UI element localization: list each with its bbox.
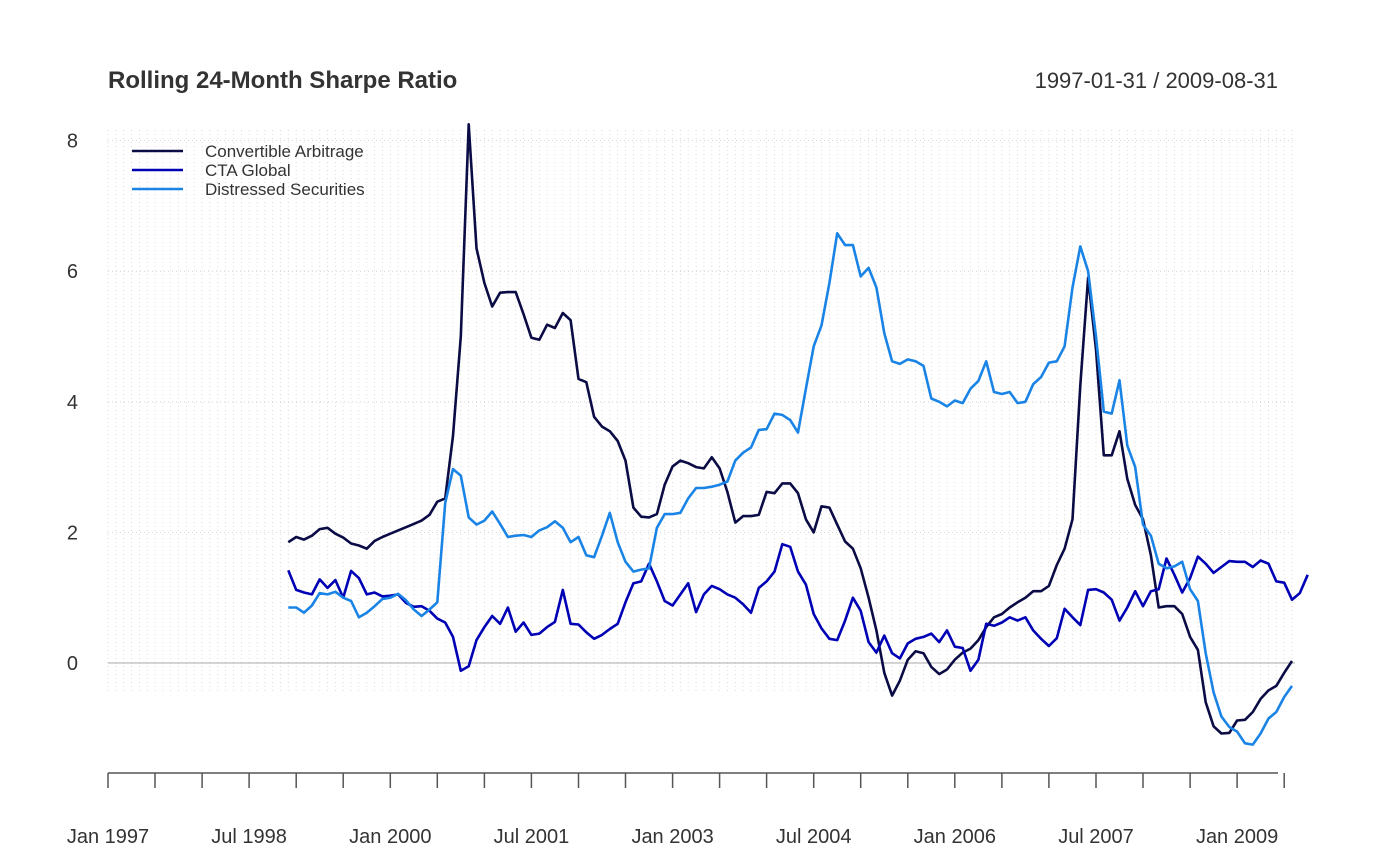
chart-title: Rolling 24-Month Sharpe Ratio	[108, 67, 457, 94]
y-tick-label: 6	[67, 261, 78, 283]
x-tick-label: Jul 2004	[776, 826, 852, 848]
legend-label: CTA Global	[205, 161, 291, 180]
date-range: 1997-01-31 / 2009-08-31	[1035, 68, 1278, 93]
x-tick-label: Jan 2009	[1196, 826, 1278, 848]
x-tick-label: Jan 2000	[349, 826, 431, 848]
series-line-2	[288, 232, 1294, 746]
x-tick-label: Jan 2003	[631, 826, 713, 848]
x-tick-label: Jan 1997	[67, 826, 149, 848]
grid	[107, 130, 1295, 692]
y-tick-label: 0	[67, 653, 78, 675]
x-tick-label: Jan 2006	[914, 826, 996, 848]
y-tick-label: 8	[67, 131, 78, 153]
axes: 0 2 4 6 8 Jan 1997 Jul 1998 Jan 2000 Jul 2001 Jan…	[67, 131, 1285, 848]
legend-label: Convertible Arbitrage	[205, 142, 364, 161]
legend-label: Distressed Securities	[205, 180, 365, 199]
series-line-0	[287, 123, 1294, 735]
x-tick-label: Jul 2001	[494, 826, 570, 848]
y-tick-label: 2	[67, 522, 78, 544]
x-tick-label: Jul 2007	[1058, 826, 1134, 848]
y-tick-label: 4	[67, 392, 78, 414]
series-lines	[287, 123, 1309, 746]
x-tick-label: Jul 1998	[211, 826, 287, 848]
series-line-1	[287, 542, 1309, 673]
